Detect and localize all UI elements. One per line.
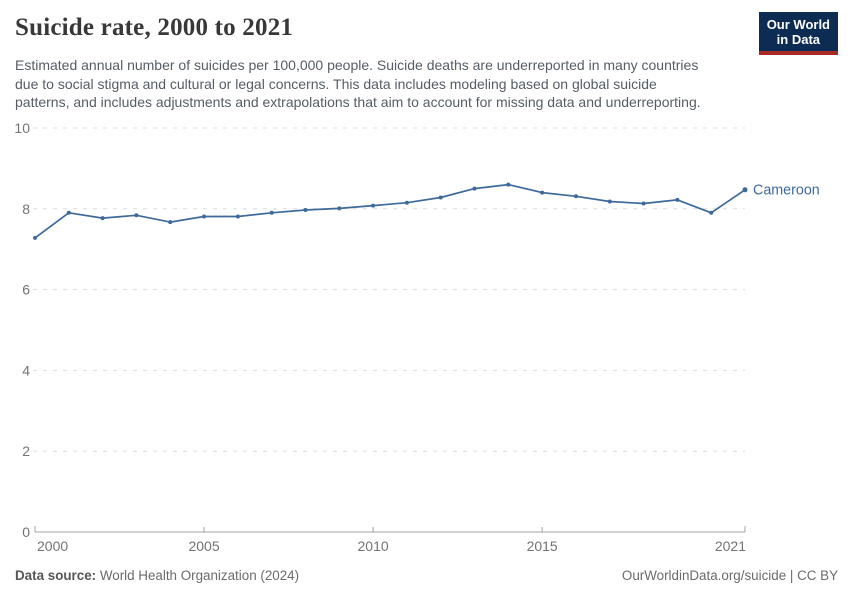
y-tick-label: 10 [14, 120, 30, 136]
y-tick-label: 6 [22, 282, 30, 298]
data-point[interactable] [100, 216, 105, 221]
owid-logo[interactable]: Our World in Data [758, 12, 838, 55]
y-tick-label: 0 [22, 524, 30, 540]
subtitle-line: due to social stigma and cultural or leg… [15, 75, 657, 92]
data-point[interactable] [506, 182, 511, 187]
y-tick-label: 8 [22, 201, 30, 217]
data-point[interactable] [235, 214, 240, 219]
chart-svg: 0 2 4 6 8 10 2000 2005 2010 2015 2021 Cameroon [14, 120, 820, 554]
page-title: Suicide rate, 2000 to 2021 [15, 14, 294, 41]
data-source: Data source: World Health Organization (… [15, 568, 299, 583]
data-point[interactable] [709, 210, 714, 215]
x-tick-label: 2015 [527, 538, 558, 554]
chart-footer: Data source: World Health Organization (… [15, 568, 838, 583]
data-point[interactable] [168, 220, 173, 225]
footer-link[interactable]: OurWorldinData.org/suicide | CC BY [621, 568, 838, 583]
series-line[interactable] [34, 183, 746, 239]
data-source-value: World Health Organization (2024) [96, 568, 300, 583]
logo-line1: Our World [766, 17, 830, 32]
chart-subtitle: Estimated annual number of suicides per … [15, 56, 775, 112]
x-tick-label: 2010 [358, 538, 389, 554]
y-tick-label: 4 [22, 362, 30, 378]
data-point[interactable] [540, 190, 545, 195]
data-source-label: Data source: [15, 568, 97, 583]
subtitle-line: patterns, and includes adjustments and e… [15, 94, 701, 110]
data-point[interactable] [33, 235, 37, 240]
data-point[interactable] [472, 186, 477, 191]
data-point[interactable] [134, 213, 139, 218]
subtitle-line: Estimated annual number of suicides per … [15, 57, 699, 73]
logo-line2: in Data [776, 32, 821, 47]
data-point[interactable] [303, 208, 308, 212]
data-point[interactable] [404, 200, 409, 205]
series-label[interactable]: Cameroon [753, 182, 820, 198]
data-point[interactable] [675, 197, 680, 202]
data-point[interactable] [742, 187, 748, 193]
data-point[interactable] [574, 194, 578, 199]
data-point[interactable] [66, 210, 71, 215]
x-tick-label: 2000 [37, 538, 68, 554]
x-tick-label: 2005 [188, 538, 219, 554]
data-point[interactable] [269, 210, 274, 215]
data-point[interactable] [607, 199, 612, 204]
x-tick-label: 2021 [715, 538, 746, 554]
y-tick-label: 2 [22, 443, 30, 459]
data-point[interactable] [337, 206, 342, 211]
data-point[interactable] [641, 201, 646, 206]
data-point[interactable] [202, 214, 206, 219]
data-point[interactable] [438, 195, 443, 200]
data-point[interactable] [371, 203, 376, 208]
